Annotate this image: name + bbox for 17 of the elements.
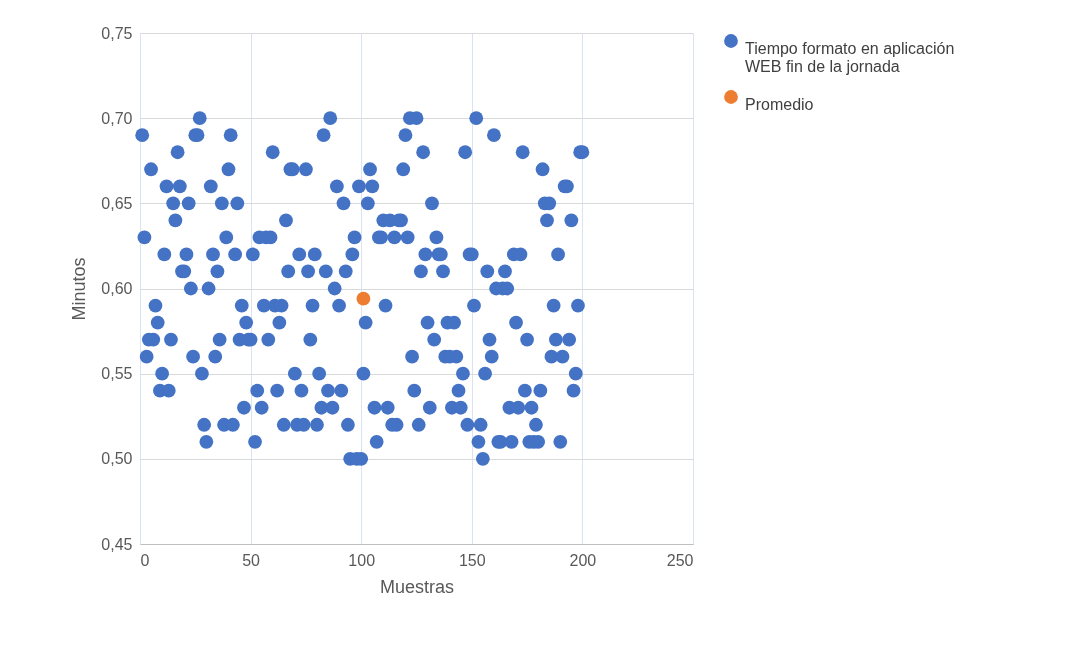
x-tick-label: 100	[348, 551, 376, 569]
x-tick-label: 0	[140, 551, 150, 569]
y-tick-label: 0,45	[101, 535, 133, 553]
y-tick-label: 0,65	[101, 194, 133, 212]
y-tick-label: 0,50	[101, 450, 133, 468]
x-tick-label: 250	[666, 551, 694, 569]
x-tick-label: 50	[242, 551, 261, 569]
legend-label: Promedio	[745, 96, 814, 113]
y-axis-title: Minutos	[69, 257, 90, 321]
y-tick-label: 0,75	[101, 24, 133, 42]
legend-label: Tiempo formato en aplicación WEB fin de la jornada	[745, 40, 955, 75]
x-axis-title: Muestras	[379, 576, 455, 597]
x-tick-label: 150	[458, 551, 486, 569]
y-tick-label: 0,70	[101, 109, 133, 127]
x-tick-label: 200	[569, 551, 597, 569]
y-tick-label: 0,55	[101, 365, 133, 383]
y-tick-label: 0,60	[101, 280, 133, 297]
